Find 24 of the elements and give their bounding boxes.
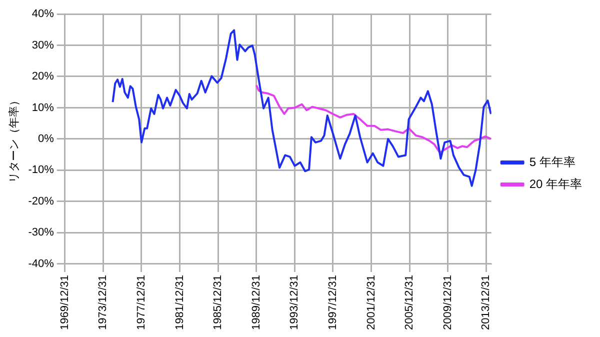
- x-tick-label: 1977/12/31: [136, 274, 148, 330]
- y-tick-label: 0%: [38, 133, 54, 146]
- y-tick-label: 40%: [32, 8, 54, 20]
- y-tick-label: 30%: [32, 39, 54, 52]
- x-tick-label: 2009/12/31: [442, 274, 454, 330]
- y-tick-label: -40%: [28, 258, 54, 270]
- y-axis-title: リターン（年率）: [8, 94, 21, 183]
- y-tick-label: 10%: [32, 102, 54, 114]
- y-tick-label: -20%: [28, 195, 54, 208]
- legend-label: 20 年年率: [529, 176, 582, 191]
- x-tick-label: 1985/12/31: [212, 274, 224, 330]
- x-tick-label: 1969/12/31: [58, 274, 71, 330]
- y-tick-label: -30%: [28, 226, 54, 239]
- x-tick-label: 2013/12/31: [480, 274, 492, 330]
- x-tick-label: 1989/12/31: [250, 274, 262, 330]
- y-tick-label: -10%: [28, 164, 54, 176]
- x-tick-label: 1973/12/31: [97, 274, 110, 330]
- x-tick-label: 2005/12/31: [404, 274, 416, 330]
- x-tick-label: 2001/12/31: [365, 274, 378, 330]
- x-tick-label: 1993/12/31: [288, 274, 301, 330]
- legend-label: 5 年年率: [529, 154, 576, 169]
- y-tick-label: 20%: [32, 70, 54, 83]
- x-tick-label: 1981/12/31: [174, 274, 186, 330]
- x-tick-label: 1997/12/31: [326, 274, 339, 330]
